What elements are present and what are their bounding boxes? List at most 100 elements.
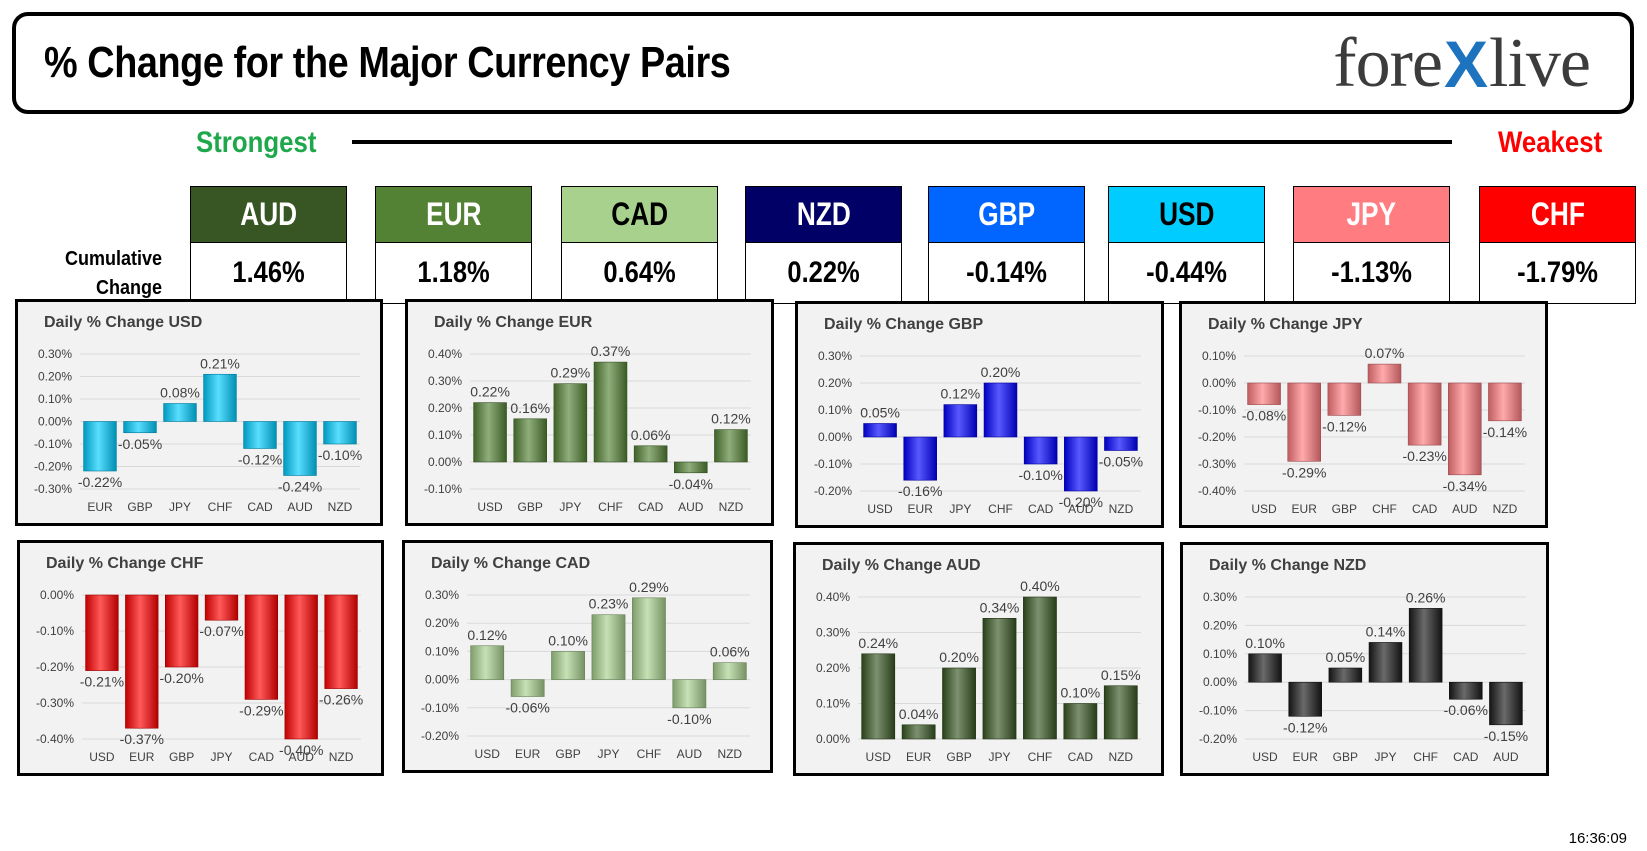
x-tick-label: CHF — [637, 747, 662, 761]
bar-aud — [284, 594, 318, 740]
cumulative-change-text: 1.46% — [232, 256, 305, 289]
bar-chart: 0.40% 0.30% 0.20% 0.10% 0.00% 0.24% USD 0.04% EU… — [816, 578, 1141, 764]
cumulative-change-value: -1.13% — [1293, 243, 1450, 304]
bar-chf — [203, 373, 237, 422]
logo-text-pre: fore — [1333, 25, 1443, 102]
bar-aud — [1064, 436, 1098, 492]
x-tick-label: CAD — [638, 500, 664, 514]
x-tick-label: USD — [477, 500, 503, 514]
data-label: -0.15% — [1484, 728, 1528, 744]
y-tick-label: -0.20% — [1199, 732, 1237, 746]
y-tick-label: -0.30% — [1198, 457, 1236, 471]
bar-cad — [243, 421, 277, 449]
x-tick-label: EUR — [129, 750, 155, 764]
data-label: 0.16% — [510, 400, 550, 416]
bar-usd — [863, 423, 897, 438]
data-label: 0.12% — [711, 411, 751, 427]
data-label: 0.40% — [1020, 578, 1060, 594]
data-label: -0.40% — [279, 742, 323, 758]
x-tick-label: GBP — [127, 500, 152, 514]
currency-code: NZD — [745, 186, 902, 243]
data-label: -0.12% — [1283, 719, 1327, 735]
bar-chf — [632, 597, 666, 680]
currency-code-text: CHF — [1530, 196, 1585, 232]
x-tick-label: EUR — [87, 500, 113, 514]
y-tick-label: -0.40% — [1198, 484, 1236, 498]
currency-code-text: GBP — [978, 196, 1035, 232]
data-label: 0.14% — [1366, 623, 1406, 639]
y-tick-label: 0.10% — [425, 644, 459, 658]
data-label: -0.29% — [239, 702, 283, 718]
bar-aud — [1489, 681, 1523, 726]
x-tick-label: JPY — [949, 502, 971, 516]
x-tick-label: CHF — [1372, 502, 1397, 516]
bar-gbp — [551, 651, 585, 680]
data-label: -0.23% — [1402, 448, 1446, 464]
y-tick-label: 0.20% — [38, 370, 72, 384]
bar-cad — [1449, 681, 1483, 700]
data-label: 0.29% — [629, 579, 669, 595]
data-label: 0.22% — [470, 384, 510, 400]
bar-chart: 0.30% 0.20% 0.10% 0.00% -0.10% -0.20% 0.10% USD… — [1199, 589, 1528, 764]
x-tick-label: CAD — [1028, 502, 1054, 516]
bar-gbp — [165, 594, 199, 668]
cumulative-change-text: -0.14% — [966, 256, 1047, 289]
y-tick-label: 0.30% — [38, 347, 72, 361]
data-label: 0.23% — [589, 596, 629, 612]
y-tick-label: -0.20% — [814, 484, 852, 498]
y-tick-label: -0.10% — [34, 437, 72, 451]
chart-panel-eur: Daily % Change EUR 0.40% 0.30% 0.20% 0.10% 0.… — [405, 299, 774, 526]
currency-card-usd: USD -0.44% — [1108, 186, 1265, 304]
bar-cad — [1063, 703, 1098, 740]
bar-gbp — [942, 667, 976, 740]
data-label: -0.10% — [318, 447, 362, 463]
chart-title: Daily % Change GBP — [824, 316, 984, 333]
bar-jpy — [982, 618, 1017, 740]
y-tick-label: 0.00% — [1202, 376, 1236, 390]
data-label: -0.05% — [118, 436, 162, 452]
y-tick-label: 0.40% — [816, 590, 850, 604]
x-tick-label: USD — [1251, 502, 1277, 516]
currency-code-text: USD — [1158, 196, 1215, 232]
y-tick-label: -0.10% — [1198, 403, 1236, 417]
bar-nzd — [712, 662, 747, 680]
data-label: -0.05% — [1099, 454, 1143, 470]
timestamp: 16:36:09 — [1568, 830, 1627, 847]
cumulative-change-text: -0.44% — [1146, 256, 1227, 289]
x-tick-label: JPY — [559, 500, 581, 514]
cumulative-change-value: 1.18% — [375, 243, 532, 304]
bar-jpy — [1368, 642, 1403, 683]
data-label: 0.12% — [467, 627, 507, 643]
y-tick-label: 0.30% — [428, 374, 462, 388]
currency-card-aud: AUD 1.46% — [190, 186, 347, 304]
chart-panel-nzd: Daily % Change NZD 0.30% 0.20% 0.10% 0.00% -0… — [1180, 542, 1549, 776]
x-tick-label: GBP — [518, 500, 543, 514]
data-label: 0.34% — [980, 599, 1020, 615]
cumulative-label-line1: Cumulative — [64, 248, 162, 270]
bar-cad — [1407, 382, 1442, 446]
data-label: -0.14% — [1483, 424, 1527, 440]
bar-usd — [1247, 382, 1281, 405]
x-tick-label: EUR — [908, 502, 934, 516]
x-tick-label: USD — [1252, 750, 1278, 764]
data-label: -0.06% — [505, 700, 549, 716]
currency-card-nzd: NZD 0.22% — [745, 186, 902, 304]
x-tick-label: CAD — [249, 750, 275, 764]
data-label: -0.16% — [898, 483, 942, 499]
data-label: 0.06% — [631, 427, 671, 443]
currency-card-gbp: GBP -0.14% — [928, 186, 1085, 304]
y-tick-label: 0.20% — [425, 616, 459, 630]
bar-chf — [1408, 608, 1443, 683]
data-label: 0.10% — [1061, 685, 1101, 701]
x-tick-label: EUR — [906, 750, 932, 764]
data-label: -0.06% — [1444, 702, 1488, 718]
weakest-label: Weakest — [1497, 126, 1602, 159]
bar-chart: 0.30% 0.20% 0.10% 0.00% -0.10% -0.20% -0.30% -0… — [34, 347, 362, 514]
y-tick-label: 0.20% — [818, 376, 852, 390]
x-tick-label: AUD — [1068, 502, 1094, 516]
x-tick-label: EUR — [1293, 750, 1319, 764]
data-label: -0.12% — [238, 452, 282, 468]
data-label: -0.08% — [1242, 408, 1286, 424]
y-tick-label: -0.10% — [1199, 704, 1237, 718]
